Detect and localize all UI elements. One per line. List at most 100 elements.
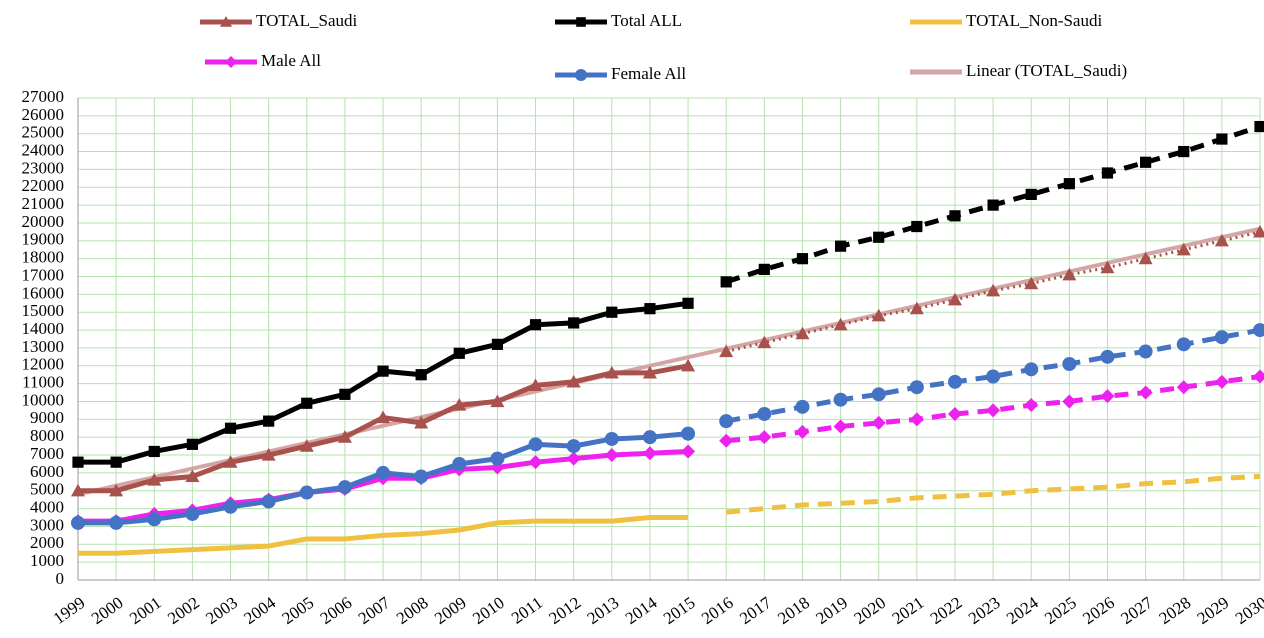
marker [986, 283, 1001, 297]
marker [681, 358, 696, 372]
y-tick-label: 20000 [22, 212, 65, 231]
marker [301, 397, 313, 409]
marker [871, 387, 886, 402]
y-tick-label: 10000 [22, 390, 65, 409]
marker [1138, 251, 1153, 265]
y-tick-label: 22000 [22, 176, 65, 195]
y-tick-label: 15000 [22, 301, 65, 320]
legend-label: Linear (TOTAL_Saudi) [966, 61, 1127, 80]
series-line [77, 226, 1261, 497]
x-tick-label: 2010 [469, 593, 508, 628]
marker [376, 410, 391, 424]
marker [568, 317, 580, 329]
x-tick-label: 2026 [1079, 593, 1118, 628]
y-tick-label: 25000 [22, 123, 65, 142]
y-tick-label: 7000 [30, 444, 64, 463]
marker [261, 448, 276, 461]
marker [719, 414, 734, 429]
marker [566, 451, 581, 466]
y-tick-label: 19000 [22, 230, 65, 249]
marker [576, 17, 586, 27]
legend-label: Male All [261, 51, 321, 70]
y-tick-label: 14000 [22, 319, 65, 338]
marker [947, 292, 962, 306]
x-tick-label: 2020 [850, 593, 889, 628]
x-tick-label: 2022 [927, 593, 966, 628]
marker [642, 446, 657, 461]
marker [834, 240, 847, 252]
marker [261, 494, 276, 509]
x-tick-label: 2018 [774, 593, 813, 628]
marker [1024, 276, 1039, 290]
y-tick-label: 23000 [22, 158, 65, 177]
marker [833, 419, 848, 434]
marker [147, 512, 162, 527]
x-tick-label: 2015 [660, 593, 699, 628]
projection-line [725, 473, 1261, 515]
marker [682, 297, 694, 309]
marker [947, 406, 962, 421]
series-line [78, 515, 689, 556]
marker [1024, 362, 1039, 377]
marker [1216, 133, 1228, 145]
marker [604, 431, 619, 446]
marker [1138, 344, 1153, 359]
marker [757, 406, 772, 421]
marker [490, 394, 505, 408]
x-tick-label: 2030 [1232, 593, 1264, 628]
legend-label: Total ALL [611, 11, 682, 30]
y-tick-label: 8000 [30, 426, 64, 445]
marker [71, 483, 85, 497]
marker [795, 424, 810, 439]
y-tick-label: 4000 [30, 497, 64, 516]
x-tick-label: 2017 [736, 593, 775, 628]
marker [1062, 267, 1077, 281]
marker [909, 301, 924, 315]
marker [1254, 120, 1264, 133]
y-tick-label: 11000 [22, 373, 64, 392]
marker [604, 448, 619, 463]
marker [337, 430, 352, 443]
marker [986, 369, 1001, 384]
x-tick-label: 2000 [88, 593, 127, 628]
x-tick-label: 2012 [545, 593, 584, 628]
x-tick-label: 2011 [508, 593, 546, 628]
x-tick-label: 2002 [164, 593, 203, 628]
marker [1024, 398, 1039, 413]
marker [225, 56, 237, 68]
marker [377, 365, 389, 377]
x-tick-label: 2007 [355, 593, 394, 628]
marker [566, 374, 581, 388]
y-tick-label: 1000 [30, 551, 64, 570]
marker [757, 335, 772, 349]
marker [491, 338, 504, 350]
marker [1253, 224, 1264, 238]
marker [1214, 330, 1229, 345]
marker [263, 415, 275, 427]
marker [414, 415, 429, 429]
marker [1140, 156, 1152, 168]
y-tick-label: 0 [56, 569, 65, 588]
marker [415, 369, 427, 381]
marker [110, 456, 122, 468]
x-tick-label: 2025 [1041, 593, 1080, 628]
marker [1178, 145, 1190, 158]
marker [644, 303, 656, 315]
marker [147, 473, 162, 486]
y-tick-label: 17000 [22, 265, 65, 284]
y-tick-label: 27000 [22, 87, 65, 106]
x-tick-label: 2019 [812, 593, 851, 628]
marker [528, 378, 543, 392]
marker [987, 199, 999, 211]
marker [1062, 356, 1077, 371]
y-tick-label: 5000 [30, 480, 64, 499]
marker [109, 483, 124, 497]
marker [1176, 380, 1191, 395]
marker [452, 456, 467, 471]
marker [376, 465, 391, 480]
x-tick-label: 2024 [1003, 593, 1042, 628]
marker [224, 422, 237, 434]
marker [1100, 389, 1115, 404]
marker [528, 455, 543, 470]
